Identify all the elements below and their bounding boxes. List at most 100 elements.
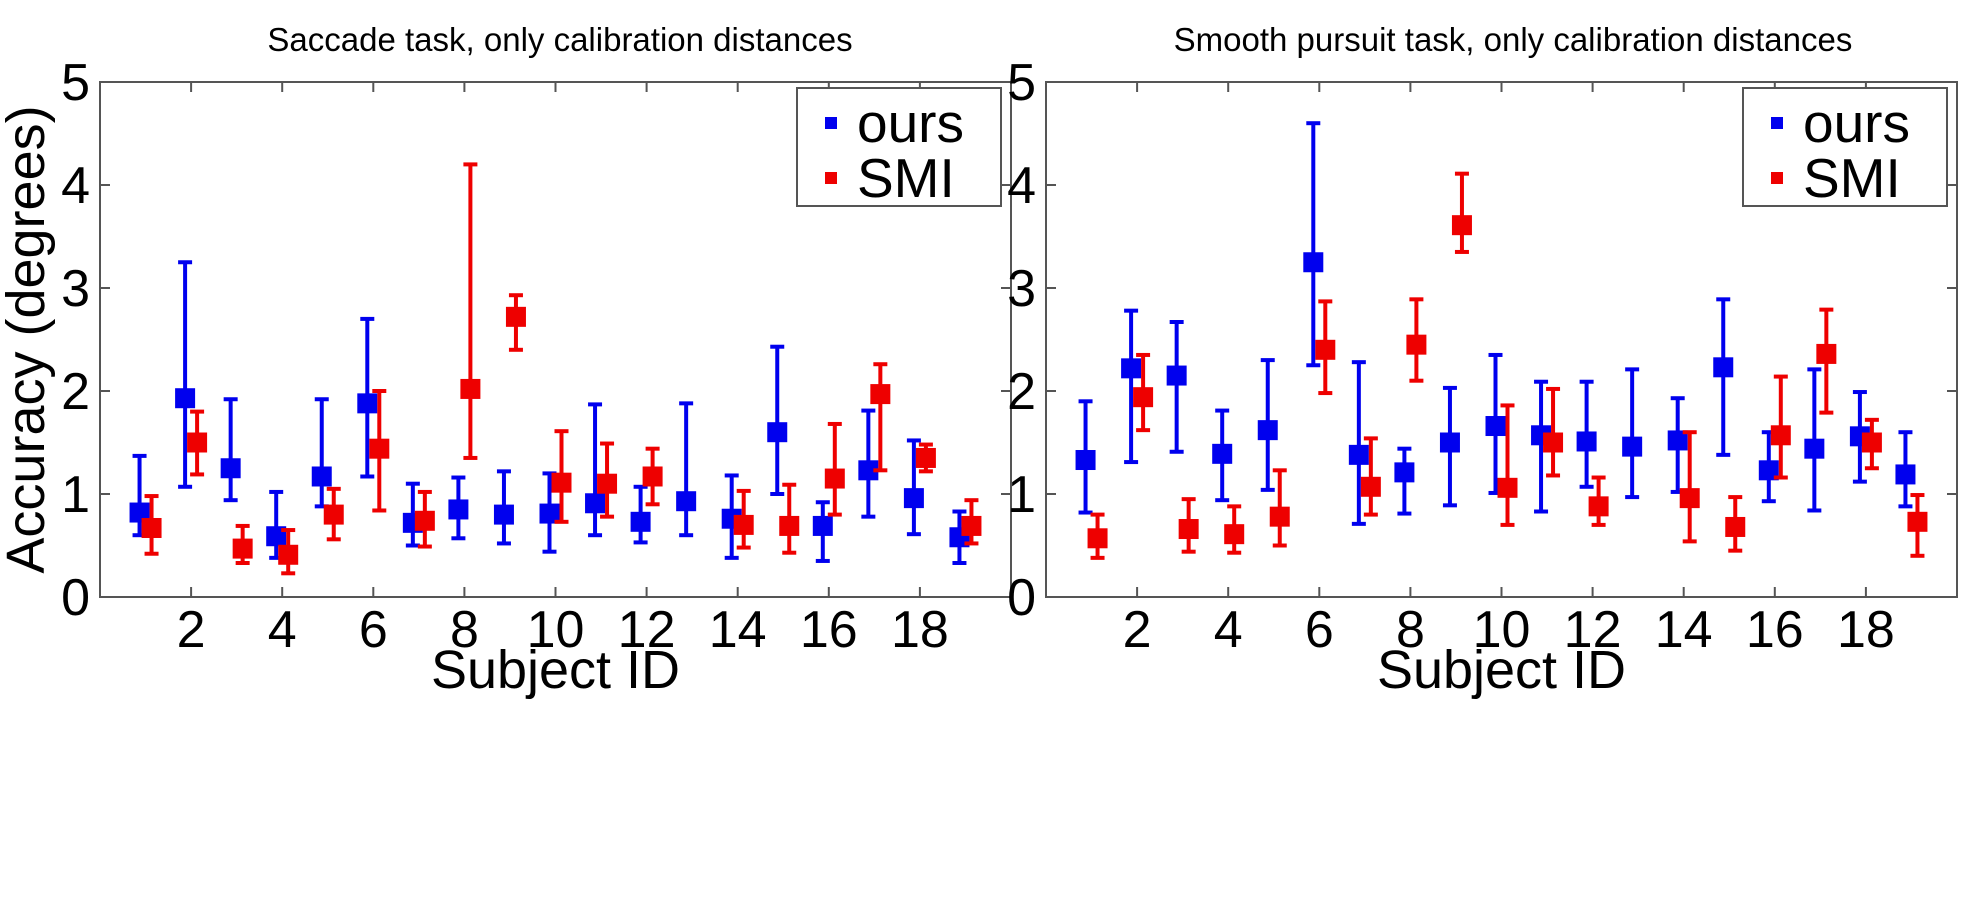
data-point-ours (903, 438, 924, 537)
x-tick-label: 14 (1655, 601, 1713, 659)
marker (1269, 506, 1290, 527)
data-point-smi (1087, 512, 1108, 560)
marker (1212, 443, 1233, 464)
data-point-ours (1622, 367, 1643, 500)
data-point-smi (961, 498, 982, 546)
data-point-smi (1224, 504, 1245, 555)
marker (175, 388, 196, 409)
y-tick-label: 5 (1007, 54, 1036, 112)
chart-title: Saccade task, only calibration distances (267, 21, 852, 58)
marker (1667, 430, 1688, 451)
marker (357, 393, 378, 414)
data-point-ours (1576, 379, 1597, 489)
x-tick-label: 12 (618, 601, 676, 659)
marker (448, 499, 469, 520)
marker (232, 538, 253, 559)
marker (961, 515, 982, 536)
marker (129, 502, 150, 523)
marker (1451, 215, 1472, 236)
y-tick-label: 0 (61, 569, 90, 627)
marker (414, 510, 435, 531)
saccade-panel: Saccade task, only calibration distances… (0, 21, 1012, 700)
x-tick-label: 16 (1746, 601, 1804, 659)
x-tick-label: 12 (1564, 601, 1622, 659)
x-tick-label: 2 (1123, 601, 1152, 659)
marker (597, 473, 618, 494)
marker (1576, 431, 1597, 452)
data-point-smi (278, 528, 299, 576)
marker (824, 468, 845, 489)
marker (1439, 432, 1460, 453)
marker (1178, 519, 1199, 540)
data-point-ours (357, 316, 378, 479)
data-point-ours (1485, 352, 1506, 495)
data-point-smi (1543, 386, 1564, 478)
marker (460, 378, 481, 399)
data-point-ours (676, 401, 697, 538)
marker (585, 493, 606, 514)
marker (1588, 496, 1609, 517)
data-point-smi (232, 523, 253, 566)
y-tick-label: 5 (61, 54, 90, 112)
data-point-ours (812, 500, 833, 563)
data-point-ours (1439, 385, 1460, 508)
marker (1303, 252, 1324, 273)
data-point-ours (1212, 408, 1233, 503)
marker (1485, 416, 1506, 437)
marker (1497, 477, 1518, 498)
marker (1257, 420, 1278, 441)
data-point-smi (1679, 430, 1700, 544)
data-point-smi (1816, 307, 1837, 415)
series-smi (1087, 171, 1928, 560)
marker (676, 491, 697, 512)
y-tick-label: 4 (61, 157, 90, 215)
legend-label-smi: SMI (1803, 147, 1901, 209)
marker (1224, 524, 1245, 545)
data-point-ours (129, 453, 150, 538)
marker (1121, 358, 1142, 379)
marker (539, 503, 560, 524)
y-tick-label: 3 (61, 260, 90, 318)
x-tick-label: 18 (891, 601, 949, 659)
data-point-smi (824, 421, 845, 517)
data-point-smi (642, 446, 663, 507)
x-tick-label: 8 (1396, 601, 1425, 659)
legend-box (1742, 87, 1948, 207)
legend-label-smi: SMI (857, 147, 955, 209)
marker (1543, 432, 1564, 453)
data-point-smi (1497, 403, 1518, 527)
data-point-smi (505, 293, 526, 352)
data-point-ours (1303, 121, 1324, 368)
data-point-ours (1394, 446, 1415, 516)
y-tick-label: 0 (1007, 569, 1036, 627)
marker (1406, 334, 1427, 355)
data-point-ours (311, 397, 332, 509)
marker (1622, 436, 1643, 457)
x-tick-label: 8 (450, 601, 479, 659)
x-axis-label: Subject ID (431, 640, 680, 700)
marker (505, 306, 526, 327)
marker (369, 438, 390, 459)
data-point-ours (539, 471, 560, 554)
data-point-smi (1315, 299, 1336, 396)
marker (1166, 365, 1187, 386)
chart-title: Smooth pursuit task, only calibration di… (1174, 21, 1853, 58)
data-point-smi (597, 441, 618, 519)
data-point-smi (1360, 436, 1381, 517)
data-point-ours (1075, 399, 1096, 515)
data-point-smi (1451, 171, 1472, 254)
data-point-smi (870, 362, 891, 473)
data-point-smi (1588, 475, 1609, 527)
marker (1348, 444, 1369, 465)
data-point-ours (767, 344, 788, 496)
data-point-smi (779, 482, 800, 555)
marker (767, 422, 788, 443)
y-tick-label: 2 (61, 363, 90, 421)
y-tick-label: 1 (61, 466, 90, 524)
x-tick-label: 10 (527, 601, 585, 659)
data-point-smi (1861, 417, 1882, 471)
marker (1394, 462, 1415, 483)
marker (1679, 488, 1700, 509)
